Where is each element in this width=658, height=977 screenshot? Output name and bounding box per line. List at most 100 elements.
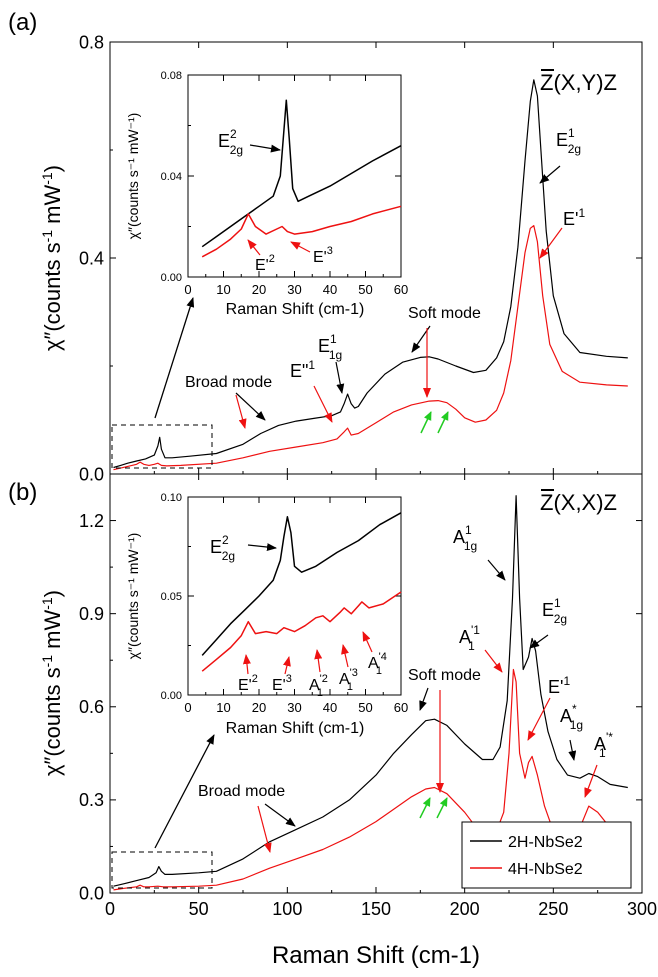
panel-b-label: (b) [8, 479, 37, 506]
legend-label-2h: 2H-NbSe2 [508, 834, 583, 851]
arrow-a1g-star [568, 739, 577, 761]
inset-b-label-a12: A'2 1 [309, 673, 328, 699]
geometry-title-b: Z(X,X)Z [540, 490, 617, 515]
green-arrow-a1 [420, 411, 432, 434]
inset-b-frame [187, 496, 402, 696]
annotation-e-prime-a: E'1 [563, 206, 585, 229]
inset-b-label-a13: A'3 1 [339, 667, 358, 693]
inset-b-arrow-a12 [314, 649, 323, 673]
inset-b-arrow-e2g2 [247, 543, 277, 552]
panel-b-series-2h-nbse2 [113, 495, 628, 887]
arrow-soft-b-black [419, 687, 429, 711]
inset-a-ytick-label: 0.04 [161, 171, 182, 183]
panel-a-series-4h-nbse2 [113, 225, 628, 471]
panel-a-ytick-label: 0.0 [79, 464, 104, 484]
legend-label-4h: 4H-NbSe2 [508, 861, 583, 878]
inset-b-xtick-label: 10 [216, 700, 230, 715]
inset-a-arrow-e3 [290, 241, 311, 253]
arrow-a-prime-1 [484, 649, 503, 673]
inset-a-xtick-label: 30 [287, 282, 301, 297]
arrow-e1g1 [335, 361, 345, 394]
inset-b-label-e3: E'3 [272, 673, 292, 694]
inset-a-label-e2: E'2 [255, 253, 275, 274]
inset-b-arrow-a14 [362, 631, 373, 653]
inset-a-ylabel: χ″(counts s⁻¹ mW⁻¹) [125, 113, 141, 240]
annotation-a1g-star: A* 1g [560, 702, 583, 732]
annotation-e2g1-b: E1 2g [542, 596, 567, 626]
annotation-a1g1: A1 1g [453, 523, 477, 553]
inset-a-xtick-label: 20 [252, 282, 266, 297]
inset-b-ytick-label: 0.10 [161, 492, 182, 504]
panel-a-ytick-label: 0.4 [79, 248, 104, 268]
panel-b-ytick-label: 0.9 [79, 604, 104, 624]
annotation-a-prime-1: A'1 1 [459, 623, 480, 653]
inset-b-xtick-label: 50 [358, 700, 372, 715]
legend-box [461, 821, 632, 889]
geometry-title-a: Z(X,Y)Z [540, 70, 617, 95]
inset-a-ytick-label: 0.00 [161, 272, 182, 284]
panel-a-label: (a) [8, 9, 37, 36]
annotation-broad-mode-b: Broad mode [198, 783, 285, 800]
arrow-broad-b-red [257, 805, 272, 853]
inset-a-xtick-label: 60 [394, 282, 408, 297]
inset-a-xtick-label: 50 [358, 282, 372, 297]
inset-b-arrow-e3 [283, 656, 291, 675]
plot-a [113, 79, 628, 471]
inset-b-ylabel: χ″(counts s⁻¹ mW⁻¹) [125, 533, 141, 660]
annotation-broad-mode-a: Broad mode [185, 374, 272, 391]
panel-b-series-4h-nbse2 [113, 668, 628, 891]
panel-b-xtick-label: 50 [189, 899, 209, 919]
inset-axes-b: 0.00 0.05 0.10 0 10 20 30 40 50 60 [161, 492, 409, 715]
inset-a-ytick-label: 0.08 [161, 70, 182, 82]
panel-b-ytick-label: 0.0 [79, 883, 104, 903]
axes-a: 0.0 0.4 0.8 [79, 32, 643, 484]
inset-b-ytick-label: 0.00 [161, 690, 182, 702]
inset-a-xlabel: Raman Shift (cm-1) [226, 301, 365, 318]
panel-b-ytick-label: 0.6 [79, 697, 104, 717]
inset-a-arrow-e2g2 [249, 144, 281, 153]
ylabel-b: χ″(counts s-1 mW-1) [39, 590, 65, 776]
inset-a-series-2h-nbse2 [201, 99, 402, 248]
inset-b-xtick-label: 40 [323, 700, 337, 715]
legend: 2H-NbSe2 4H-NbSe2 [461, 821, 632, 889]
inset-b-xlabel: Raman Shift (cm-1) [226, 720, 365, 737]
xlabel-main: Raman Shift (cm-1) [272, 942, 480, 969]
arrow-a1g1 [487, 559, 506, 581]
inset-b-label-e2g2: E2 2g [210, 533, 235, 563]
panel-b-xtick-label: 150 [361, 899, 391, 919]
inset-arrow-a [154, 297, 195, 419]
inset-a-xtick-label: 10 [216, 282, 230, 297]
panel-b-xtick-label: 100 [272, 899, 302, 919]
arrow-a1-prime-star [584, 764, 598, 798]
panel-b-xtick-label: 300 [627, 899, 657, 919]
inset-b-xtick-label: 20 [252, 700, 266, 715]
inset-plot-a [201, 99, 402, 258]
green-arrow-b2 [436, 797, 448, 819]
annotation-e2g1-a: E1 2g [556, 126, 581, 156]
panel-b-ytick-label: 1.2 [79, 511, 104, 531]
panel-a-ytick-label: 0.8 [79, 32, 104, 52]
inset-a-label-e3: E'3 [313, 245, 333, 266]
arrow-e-double-prime [313, 385, 333, 423]
annotation-soft-mode-a: Soft mode [408, 305, 481, 322]
green-arrow-a2 [437, 411, 449, 434]
inset-b-label-a14: A'4 1 [368, 651, 387, 677]
annotation-a1-prime-star: A'* 1 [594, 730, 613, 760]
arrow-e2g1-a [539, 165, 561, 184]
inset-b-xtick-label: 60 [394, 700, 408, 715]
ylabel-a: χ″(counts s-1 mW-1) [39, 165, 65, 351]
inset-b-series-2h-nbse2 [201, 512, 402, 656]
green-arrow-b1 [419, 797, 431, 819]
inset-b-arrow-a13 [341, 644, 349, 668]
zoom-box-b [111, 851, 213, 889]
plot-b [113, 495, 628, 891]
inset-a-xtick-label: 0 [184, 282, 191, 297]
annotation-e-prime-b: E'1 [548, 674, 570, 697]
arrow-e2g1-b [529, 634, 549, 649]
inset-b-xtick-label: 30 [287, 700, 301, 715]
arrow-broad-a-red [235, 394, 247, 429]
zoom-box-a [111, 424, 213, 469]
annotation-e1g1: E1 1g [318, 332, 342, 362]
annotation-soft-mode-b: Soft mode [408, 667, 481, 684]
